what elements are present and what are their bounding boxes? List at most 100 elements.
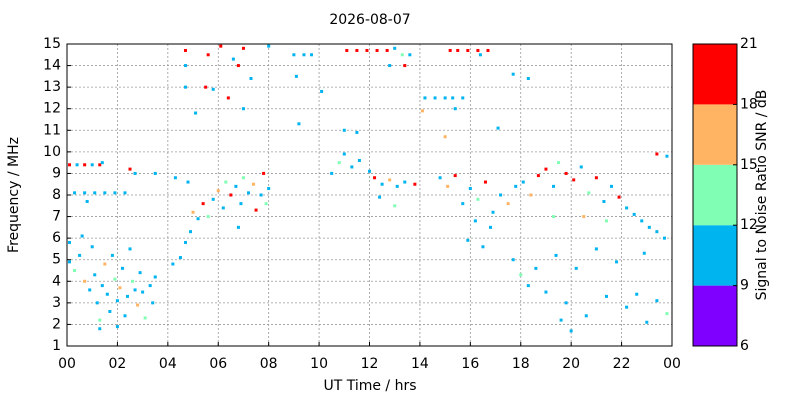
data-point xyxy=(554,253,558,257)
data-point xyxy=(420,109,424,113)
data-point xyxy=(438,176,442,180)
y-tick-label: 4 xyxy=(52,273,61,289)
data-point xyxy=(73,191,77,195)
data-point xyxy=(234,184,238,188)
data-point xyxy=(219,44,223,48)
colorbar-segment xyxy=(693,44,737,105)
data-point xyxy=(183,240,187,244)
data-point xyxy=(194,111,198,115)
data-point xyxy=(473,219,477,223)
data-point xyxy=(357,158,361,162)
data-point xyxy=(478,53,482,57)
data-point xyxy=(579,165,583,169)
data-point xyxy=(662,236,666,240)
colorbar-tick-label: 18 xyxy=(740,96,758,112)
data-point xyxy=(178,256,182,260)
data-point xyxy=(183,64,187,68)
data-point xyxy=(100,284,104,288)
data-point xyxy=(446,184,450,188)
data-point xyxy=(388,178,392,182)
data-point xyxy=(355,130,359,134)
data-point xyxy=(68,260,72,264)
data-point xyxy=(640,219,644,223)
y-tick-label: 5 xyxy=(52,252,61,268)
data-point xyxy=(320,89,324,93)
data-point xyxy=(574,266,578,270)
data-point xyxy=(103,191,107,195)
y-tick-label: 11 xyxy=(43,122,61,138)
data-point xyxy=(408,53,412,57)
data-point xyxy=(143,316,147,320)
data-point xyxy=(594,176,598,180)
data-point xyxy=(136,303,140,307)
colorbar-tick-label: 12 xyxy=(740,217,758,233)
data-point xyxy=(453,107,457,111)
y-tick-label: 15 xyxy=(43,36,61,52)
y-axis-label: Frequency / MHz xyxy=(6,137,22,253)
y-tick-label: 14 xyxy=(43,58,61,74)
data-point xyxy=(544,167,548,171)
data-point xyxy=(183,48,187,52)
data-point xyxy=(259,193,263,197)
y-tick-label: 1 xyxy=(52,338,61,354)
colorbar-tick-label: 9 xyxy=(740,278,749,294)
x-tick-label: 04 xyxy=(159,356,177,372)
data-point xyxy=(388,64,392,68)
y-tick-label: 7 xyxy=(52,209,61,225)
y-tick-label: 9 xyxy=(52,165,61,181)
data-point xyxy=(221,206,225,210)
data-point xyxy=(95,301,99,305)
plot-frame xyxy=(66,43,673,347)
data-point xyxy=(224,180,228,184)
data-point xyxy=(403,64,407,68)
data-point xyxy=(461,202,465,206)
data-point xyxy=(655,152,659,156)
data-point xyxy=(90,163,94,167)
data-point xyxy=(141,290,145,294)
data-point xyxy=(206,215,210,219)
data-point xyxy=(395,184,399,188)
data-point xyxy=(241,107,245,111)
x-tick-label: 20 xyxy=(562,356,580,372)
data-point xyxy=(559,318,563,322)
data-point xyxy=(78,253,82,257)
data-point xyxy=(133,288,137,292)
data-point xyxy=(552,215,556,219)
data-point xyxy=(115,299,119,303)
data-point xyxy=(183,85,187,89)
data-point xyxy=(93,273,97,277)
data-point xyxy=(413,182,417,186)
data-point xyxy=(302,53,306,57)
data-point xyxy=(110,253,114,257)
data-point xyxy=(564,171,568,175)
data-point xyxy=(378,195,382,199)
data-point xyxy=(604,219,608,223)
data-point xyxy=(128,247,132,251)
colorbar-segment xyxy=(693,164,737,226)
data-point xyxy=(375,48,379,52)
data-point xyxy=(617,195,621,199)
data-point xyxy=(647,225,651,229)
data-point xyxy=(443,96,447,100)
data-point xyxy=(108,309,112,313)
data-point xyxy=(267,187,271,191)
data-point xyxy=(98,327,102,331)
data-point xyxy=(267,44,271,48)
data-point xyxy=(254,208,258,212)
data-point xyxy=(148,284,152,288)
colorbar-segment xyxy=(693,104,737,165)
data-point xyxy=(355,48,359,52)
y-tick-label: 13 xyxy=(43,79,61,95)
y-tick-label: 10 xyxy=(43,144,61,160)
data-point xyxy=(239,202,243,206)
data-point xyxy=(519,273,523,277)
data-point xyxy=(247,191,250,195)
data-point xyxy=(443,135,447,139)
data-point xyxy=(400,53,404,57)
y-tick-label: 12 xyxy=(43,101,61,117)
data-point xyxy=(211,87,215,91)
x-tick-label: 00 xyxy=(58,356,76,372)
data-point xyxy=(491,210,495,214)
data-point xyxy=(625,305,629,309)
